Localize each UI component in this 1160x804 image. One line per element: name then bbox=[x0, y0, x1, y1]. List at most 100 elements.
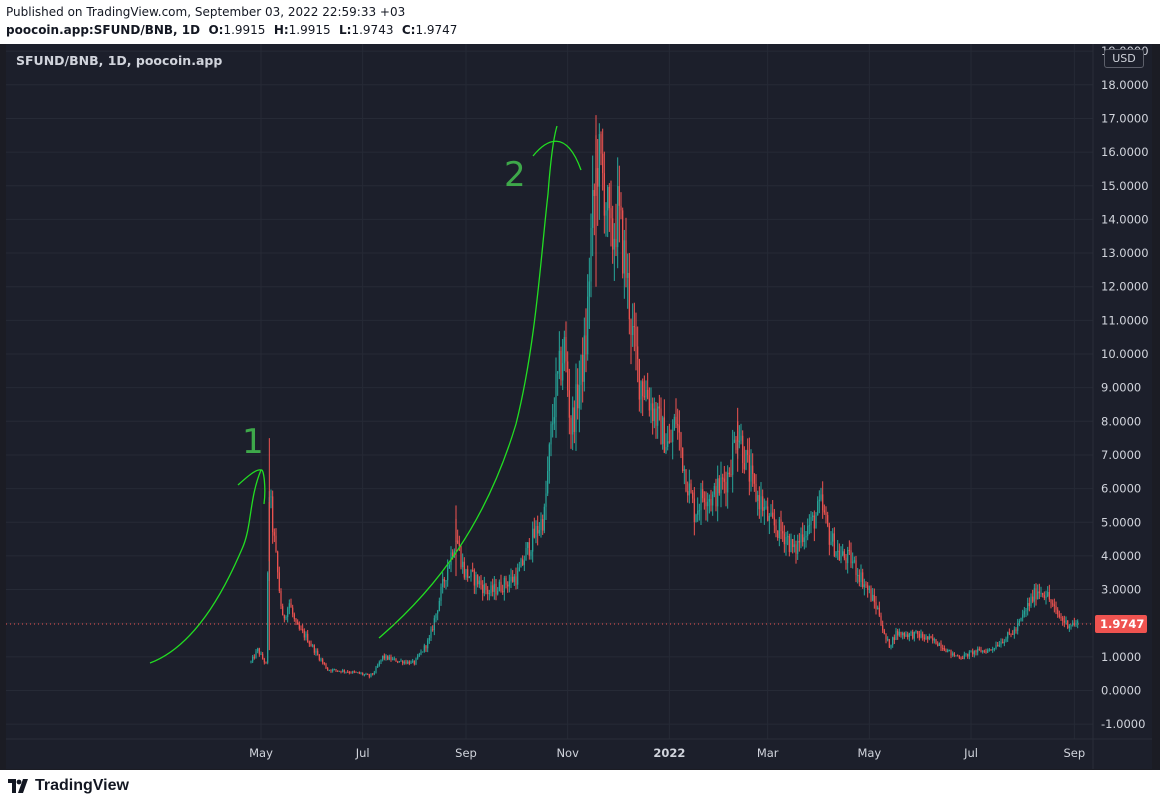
candle-body bbox=[442, 578, 444, 587]
candle-body bbox=[672, 429, 674, 442]
candle-body bbox=[275, 535, 277, 552]
candle-body bbox=[797, 540, 799, 554]
candle-body bbox=[500, 581, 502, 592]
candle-body bbox=[283, 615, 285, 619]
candle-body bbox=[740, 435, 742, 441]
candle-body bbox=[1000, 641, 1002, 645]
candle-body bbox=[365, 673, 367, 675]
candle-body bbox=[957, 655, 959, 657]
candle-body bbox=[627, 273, 629, 278]
y-tick-label: -1.0000 bbox=[1101, 717, 1145, 731]
candle-body bbox=[250, 661, 252, 663]
candle-body bbox=[985, 650, 987, 653]
y-tick-label: 3.0000 bbox=[1101, 583, 1141, 597]
candle-body bbox=[998, 644, 1000, 647]
candle-body bbox=[440, 586, 442, 601]
candle-body bbox=[403, 661, 405, 664]
candle-body bbox=[438, 600, 440, 611]
candle-body bbox=[355, 671, 357, 673]
candle-body bbox=[817, 501, 819, 516]
x-tick-label: 2022 bbox=[653, 746, 685, 760]
candle-body bbox=[362, 673, 364, 675]
candle-body bbox=[892, 637, 894, 646]
candle-body bbox=[490, 585, 492, 594]
candle-body bbox=[393, 658, 395, 660]
candle-body bbox=[920, 633, 922, 638]
candle-body bbox=[835, 551, 837, 557]
candle-body bbox=[690, 483, 692, 493]
candle-body bbox=[460, 546, 462, 568]
candle-body bbox=[630, 319, 632, 336]
candle-body bbox=[493, 583, 495, 592]
candle-body bbox=[267, 572, 269, 663]
candle-body bbox=[313, 645, 315, 653]
x-tick-label: Mar bbox=[757, 746, 779, 760]
time-axis: May Jul Sep Nov 2022 Mar May Jul Sep bbox=[249, 746, 1085, 760]
candle-body bbox=[655, 408, 657, 426]
chart-frame[interactable]: 12 -1.00000.00001.00002.00003.00004.0000… bbox=[6, 44, 1152, 769]
candle-body bbox=[933, 639, 935, 641]
footer-bar: TradingView bbox=[0, 770, 1160, 804]
candle-body bbox=[543, 506, 545, 531]
candle-body bbox=[373, 672, 375, 674]
candle-body bbox=[668, 441, 670, 443]
candle-body bbox=[653, 408, 655, 422]
candle-body bbox=[917, 631, 919, 635]
candle-body bbox=[483, 584, 485, 594]
candle-body bbox=[558, 350, 560, 372]
candle-body bbox=[962, 658, 964, 660]
candle-body bbox=[592, 190, 594, 228]
candle-body bbox=[553, 417, 555, 424]
candle-body bbox=[642, 381, 644, 397]
candle-body bbox=[663, 417, 665, 453]
candle-body bbox=[318, 654, 320, 660]
candle-body bbox=[922, 633, 924, 638]
open-value: 1.9915 bbox=[223, 23, 266, 37]
candle-body bbox=[358, 672, 360, 674]
candle-body bbox=[732, 442, 734, 475]
candle-body bbox=[687, 491, 689, 496]
candle-body bbox=[577, 384, 579, 409]
candle-body bbox=[965, 653, 967, 655]
candle-body bbox=[825, 512, 827, 516]
x-tick-label: Jul bbox=[355, 746, 370, 760]
candle-body bbox=[498, 581, 500, 591]
candle-body bbox=[518, 567, 520, 572]
candle-body bbox=[857, 574, 859, 576]
candle-body bbox=[750, 465, 752, 482]
candle-body bbox=[698, 510, 700, 512]
candle-body bbox=[910, 632, 912, 634]
candle-body bbox=[983, 650, 985, 652]
candle-body bbox=[593, 190, 595, 197]
candle-body bbox=[562, 363, 564, 381]
candle-body bbox=[425, 645, 427, 649]
candle-body bbox=[415, 658, 417, 664]
candle-body bbox=[982, 650, 984, 653]
candle-body bbox=[297, 622, 299, 625]
candle-body bbox=[517, 571, 519, 585]
candle-body bbox=[743, 463, 745, 470]
tradingview-logo[interactable]: TradingView bbox=[8, 777, 129, 795]
candle-body bbox=[395, 658, 397, 662]
candle-body bbox=[855, 560, 857, 575]
candle-body bbox=[635, 326, 637, 347]
candle-body bbox=[560, 350, 562, 381]
y-tick-label: 6.0000 bbox=[1101, 482, 1141, 496]
candle-body bbox=[353, 671, 355, 673]
candle-body bbox=[823, 510, 825, 513]
candle-body bbox=[387, 655, 389, 660]
candle-body bbox=[810, 517, 812, 526]
candle-body bbox=[658, 406, 660, 409]
candle-body bbox=[1070, 625, 1072, 627]
candle-body bbox=[975, 650, 977, 653]
candle-body bbox=[623, 240, 625, 274]
candle-body bbox=[590, 227, 592, 282]
candle-body bbox=[785, 536, 787, 545]
candle-body bbox=[850, 550, 852, 564]
candle-body bbox=[997, 645, 999, 647]
price-chart[interactable]: 12 -1.00000.00001.00002.00003.00004.0000… bbox=[6, 44, 1152, 769]
candle-body bbox=[730, 474, 732, 476]
candle-body bbox=[827, 515, 829, 526]
candle-body bbox=[788, 536, 790, 552]
currency-button[interactable]: USD bbox=[1104, 49, 1144, 68]
